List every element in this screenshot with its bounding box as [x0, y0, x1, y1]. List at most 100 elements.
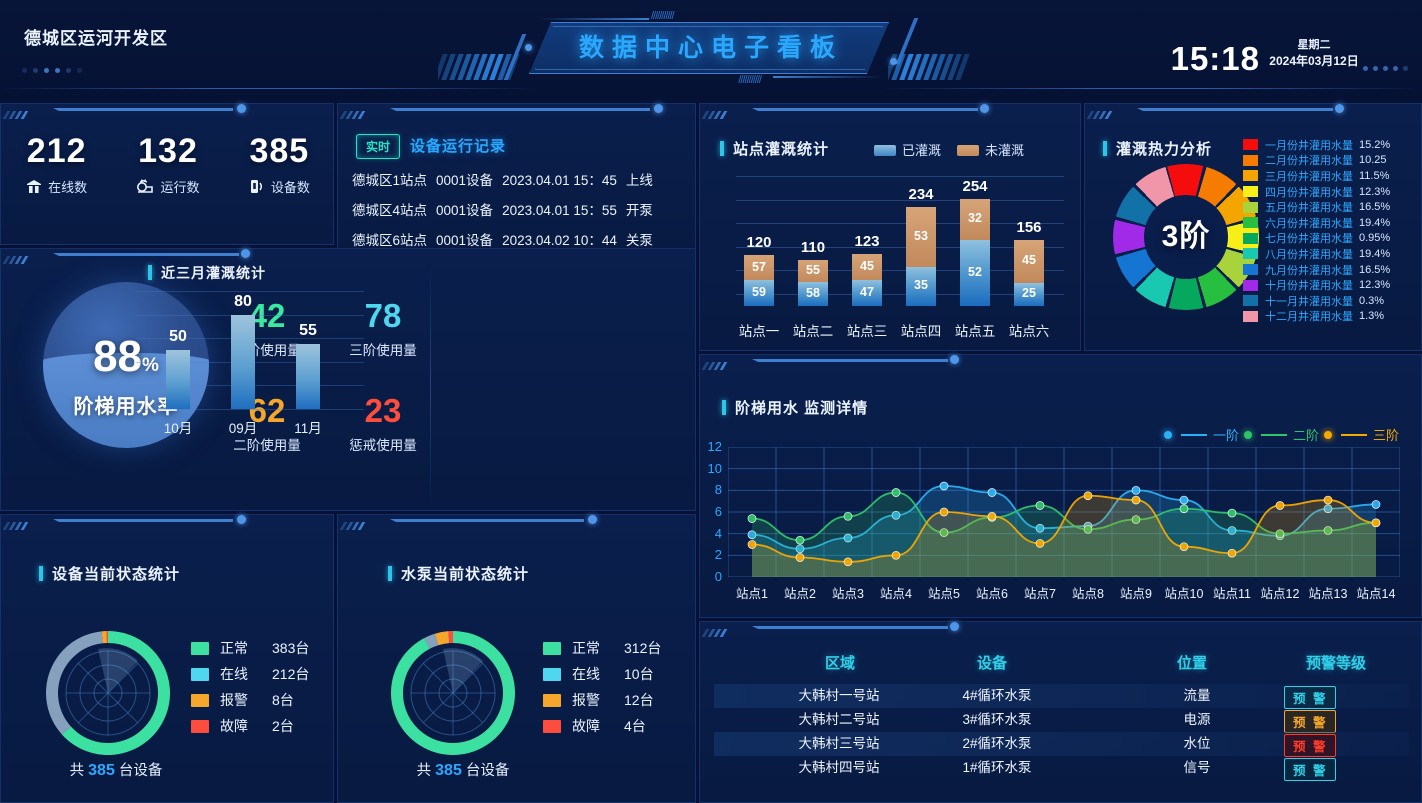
legend-item[interactable]: 八月份井灌用水量 19.4%	[1243, 246, 1421, 262]
data-point[interactable]	[891, 550, 901, 560]
bar[interactable]	[231, 314, 255, 409]
table-row[interactable]: 大韩村二号站 3#循环水泵 电源 预 警	[714, 708, 1409, 733]
data-point[interactable]	[795, 553, 805, 562]
legend-item[interactable]: 正常 312台	[543, 635, 661, 661]
data-point[interactable]	[1323, 504, 1333, 514]
donut-segment[interactable]	[61, 631, 170, 755]
legend-item[interactable]: 十一月井灌用水量 0.3%	[1243, 293, 1421, 309]
list-item[interactable]: 德城区6站点 0001设备 2023.04.02 10：44 关泵	[352, 226, 688, 256]
bar-segment-not-irrigated: 55	[798, 259, 828, 283]
data-point[interactable]	[1275, 501, 1285, 510]
data-point[interactable]	[1323, 495, 1333, 505]
legend-item[interactable]: 十二月井灌用水量 1.3%	[1243, 309, 1421, 325]
data-point[interactable]	[1275, 529, 1285, 539]
data-point[interactable]	[1035, 539, 1045, 548]
data-point[interactable]	[987, 488, 997, 497]
legend-item[interactable]: 四月份井灌用水量 12.3%	[1243, 184, 1421, 200]
kpi-item[interactable]: 212 在线数	[1, 132, 112, 196]
status-badge[interactable]: 预 警	[1284, 686, 1337, 709]
data-point[interactable]	[843, 511, 853, 521]
legend-item[interactable]: 七月份井灌用水量 0.95%	[1243, 231, 1421, 247]
kpi-item[interactable]: 132 运行数	[112, 132, 223, 196]
data-point[interactable]	[747, 514, 757, 523]
table-row[interactable]: 大韩村一号站 4#循环水泵 流量 预 警	[714, 684, 1409, 709]
stacked-bar[interactable]: 53 35	[906, 207, 936, 306]
stacked-bar[interactable]: 45 47	[852, 254, 882, 306]
data-point[interactable]	[1083, 491, 1093, 501]
legend-item-not-irrigated[interactable]: 未灌溉	[957, 140, 1024, 159]
data-point[interactable]	[939, 481, 949, 491]
donut-segment[interactable]	[448, 631, 453, 644]
donut-segment[interactable]	[46, 631, 103, 735]
data-point[interactable]	[891, 510, 901, 520]
legend-item[interactable]: 故障 4台	[543, 713, 661, 739]
legend-item[interactable]: 一阶	[1163, 425, 1239, 444]
data-point[interactable]	[1179, 542, 1189, 552]
data-point[interactable]	[843, 533, 853, 543]
y-axis-tick: 8	[714, 482, 722, 498]
data-point[interactable]	[1131, 485, 1141, 495]
table-row[interactable]: 大韩村三号站 2#循环水泵 水位 预 警	[714, 732, 1409, 757]
list-item[interactable]: 德城区1站点 0001设备 2023.04.01 15：45 上线	[352, 166, 688, 196]
legend-item[interactable]: 在线 10台	[543, 661, 661, 687]
status-badge[interactable]: 预 警	[1284, 710, 1337, 733]
water-ratio-gauge: 88% 阶梯用水率	[43, 282, 209, 448]
y-axis-tick: 10	[707, 460, 722, 476]
legend-item[interactable]: 二阶	[1243, 425, 1319, 444]
stacked-bar[interactable]: 32 52	[960, 198, 990, 306]
device-status-panel: 设备当前状态统计 正常 383台 在线 212台 报警 8台 故障 2台 共 385 台设备	[0, 514, 334, 803]
data-point[interactable]	[1179, 495, 1189, 505]
legend-item[interactable]: 报警 8台	[191, 687, 309, 713]
data-point[interactable]	[1371, 500, 1381, 509]
data-point[interactable]	[1131, 495, 1141, 505]
legend-item[interactable]: 在线 212台	[191, 661, 309, 687]
data-point[interactable]	[1035, 523, 1045, 533]
data-point[interactable]	[843, 557, 853, 567]
list-item[interactable]: 德城区4站点 0001设备 2023.04.01 15：55 开泵	[352, 196, 688, 226]
data-point[interactable]	[1083, 524, 1093, 534]
bar[interactable]	[166, 350, 190, 409]
data-point[interactable]	[1227, 526, 1237, 535]
stacked-bar[interactable]: 55 58	[798, 259, 828, 306]
legend-item[interactable]: 九月份井灌用水量 16.5%	[1243, 262, 1421, 278]
legend-item[interactable]: 一月份井灌用水量 15.2%	[1243, 137, 1421, 153]
data-point[interactable]	[1131, 515, 1141, 524]
data-point[interactable]	[1323, 526, 1333, 535]
legend-item-irrigated[interactable]: 已灌溉	[874, 140, 941, 159]
table-row[interactable]: 大韩村四号站 1#循环水泵 信号 预 警	[714, 756, 1409, 781]
data-point[interactable]	[747, 540, 757, 549]
status-badge[interactable]: 预 警	[1284, 734, 1337, 757]
legend-item[interactable]: 五月份井灌用水量 16.5%	[1243, 199, 1421, 215]
donut-segment[interactable]	[106, 631, 108, 644]
legend-item[interactable]: 六月份井灌用水量 19.4%	[1243, 215, 1421, 231]
data-point[interactable]	[939, 507, 949, 517]
legend-item[interactable]: 报警 12台	[543, 687, 661, 713]
data-point[interactable]	[1227, 508, 1237, 518]
donut-segment[interactable]	[434, 631, 450, 646]
stacked-bar[interactable]: 45 25	[1014, 240, 1044, 306]
data-point[interactable]	[1035, 501, 1045, 510]
data-point[interactable]	[1227, 548, 1237, 558]
legend-item[interactable]: 十月份井灌用水量 12.3%	[1243, 277, 1421, 293]
legend-item[interactable]: 二月份井灌用水量 10.25	[1243, 153, 1421, 169]
legend-item[interactable]: 正常 383台	[191, 635, 309, 661]
data-point[interactable]	[795, 544, 805, 554]
donut-segment[interactable]	[424, 633, 439, 649]
legend-item[interactable]: 三月份井灌用水量 11.5%	[1243, 168, 1421, 184]
data-point[interactable]	[987, 511, 997, 521]
data-point[interactable]	[891, 488, 901, 497]
data-point[interactable]	[1371, 518, 1381, 528]
legend-item[interactable]: 故障 2台	[191, 713, 309, 739]
bar-total-value: 234	[908, 186, 934, 204]
realtime-badge[interactable]: 实时	[356, 134, 401, 159]
status-badge[interactable]: 预 警	[1284, 758, 1337, 781]
bar[interactable]	[296, 344, 320, 409]
data-point[interactable]	[795, 535, 805, 545]
data-point[interactable]	[1179, 504, 1189, 514]
donut-segment[interactable]	[101, 631, 107, 644]
legend-item[interactable]: 三阶	[1323, 425, 1399, 444]
stacked-bar[interactable]: 57 59	[744, 255, 774, 306]
data-point[interactable]	[747, 530, 757, 540]
kpi-item[interactable]: 385 设备数	[224, 132, 335, 196]
data-point[interactable]	[939, 528, 949, 537]
